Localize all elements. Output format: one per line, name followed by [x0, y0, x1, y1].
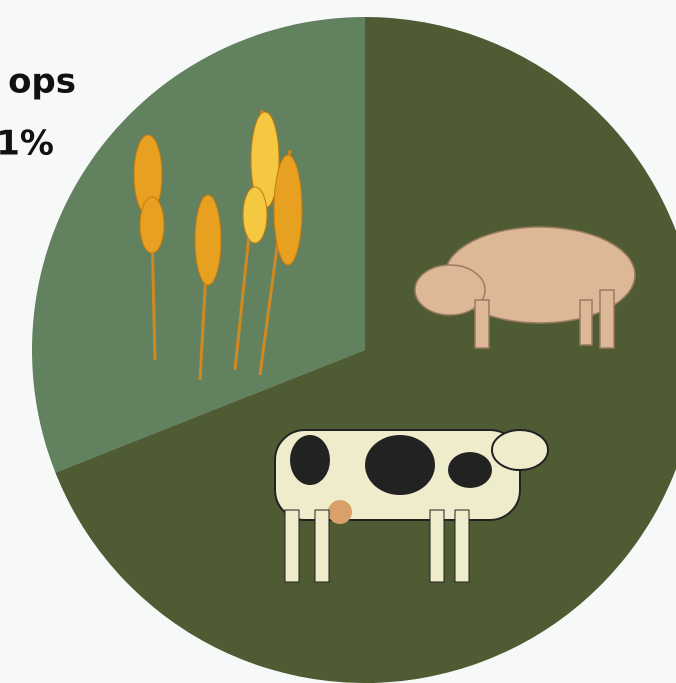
pie-slice	[55, 17, 676, 683]
slices	[31, 17, 676, 683]
cow-icon	[274, 429, 549, 583]
pig-icon	[414, 226, 636, 349]
slice-label: ops	[8, 62, 76, 102]
wheat-icon	[133, 109, 303, 381]
slice-value-label: 1%	[0, 124, 54, 164]
